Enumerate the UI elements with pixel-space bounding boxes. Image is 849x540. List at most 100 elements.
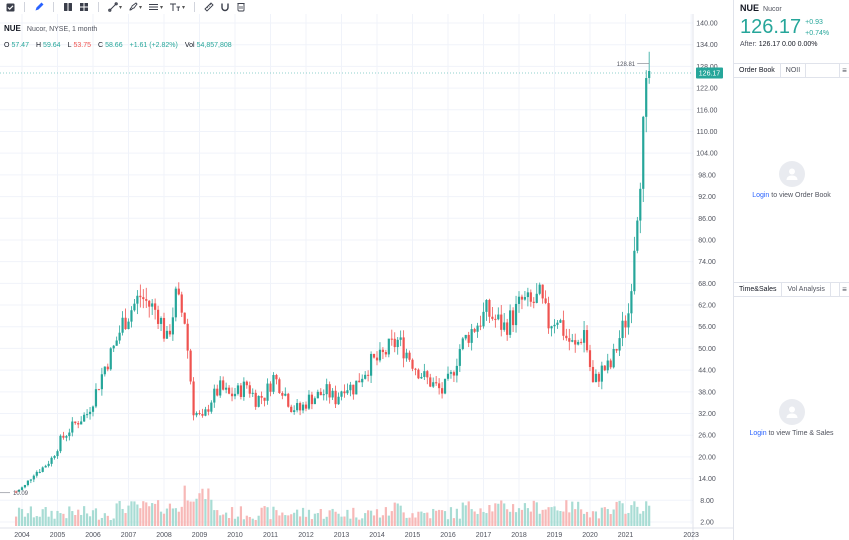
candle-body: [633, 250, 636, 292]
legend-high-label: H: [35, 42, 42, 49]
candle-body: [269, 383, 272, 392]
toolbar-divider: [194, 2, 196, 12]
legend-close-value: 58.66: [105, 42, 123, 49]
magnet-icon[interactable]: [218, 0, 232, 14]
candle-body: [154, 303, 157, 310]
time-tick-label: 2016: [440, 532, 456, 539]
candle-body: [156, 309, 160, 324]
volume-bar: [310, 519, 314, 526]
text-tool-icon[interactable]: ▾: [167, 0, 187, 14]
candle-body: [23, 485, 27, 488]
volume-bar: [328, 510, 331, 526]
volume-bar: [171, 508, 174, 526]
trend-line-tool-icon[interactable]: ▾: [106, 0, 124, 14]
legend-volume-value: 54,857,808: [196, 42, 232, 49]
volume-bar: [550, 507, 553, 526]
candle-body: [435, 382, 438, 384]
trash-icon[interactable]: [234, 0, 248, 14]
price-tick-label: 20.00: [698, 454, 716, 461]
volume-bar: [500, 500, 503, 526]
candle-body: [455, 365, 458, 376]
lines-tool-icon[interactable]: ▾: [146, 0, 165, 14]
volume-bar: [375, 509, 379, 526]
orderbook-tabs: Order Book NOII ≡: [734, 63, 849, 78]
candle-body: [301, 404, 305, 411]
legend-description: Nucor, NYSE, 1 month: [26, 26, 98, 33]
candle-body: [532, 301, 535, 303]
volume-bar: [183, 485, 186, 526]
candle-body: [219, 380, 222, 396]
candle-body: [606, 360, 609, 371]
candle-body: [32, 475, 35, 480]
candle-body: [127, 321, 130, 330]
candle-body: [94, 389, 98, 407]
volume-bar: [429, 518, 432, 526]
time-tick-label: 2013: [334, 532, 350, 539]
candle-body: [346, 390, 349, 394]
candle-body: [408, 352, 411, 360]
volume-bar: [452, 518, 456, 526]
candle-body: [426, 371, 429, 378]
candle-body: [20, 487, 24, 490]
volume-bar: [355, 517, 358, 526]
layout-grid-icon[interactable]: [77, 0, 91, 14]
volume-bar: [112, 518, 115, 526]
pencil-tool-icon[interactable]: [32, 0, 46, 14]
volume-bar: [381, 515, 385, 526]
price-tick-label: 14.00: [698, 476, 716, 483]
volume-bar: [207, 488, 210, 526]
volume-bar: [133, 501, 136, 526]
tab-time-sales[interactable]: Time&Sales: [734, 283, 783, 296]
volume-bar: [62, 513, 65, 526]
volume-bar: [399, 505, 402, 526]
volume-bar: [473, 511, 476, 526]
ruler-icon[interactable]: [202, 0, 216, 14]
tab-order-book[interactable]: Order Book: [734, 64, 781, 77]
volume-bar: [494, 503, 497, 526]
volume-bar: [97, 519, 101, 526]
candle-body: [352, 384, 355, 395]
candle-body: [77, 423, 80, 425]
volume-bar: [151, 503, 154, 526]
time-tick-label: 2023: [683, 532, 699, 539]
volume-bar: [251, 518, 254, 526]
volume-bar: [293, 512, 296, 526]
time-sales-login-link[interactable]: Login: [749, 430, 767, 437]
volume-bar: [20, 509, 24, 526]
candle-body: [227, 387, 231, 394]
candle-body: [213, 388, 216, 403]
tab-noii[interactable]: NOII: [781, 64, 807, 77]
volume-bar: [106, 515, 109, 526]
order-book-login-link[interactable]: Login: [752, 192, 770, 199]
volume-bar: [405, 517, 408, 526]
templates-icon[interactable]: [61, 0, 75, 14]
candle-body: [272, 374, 275, 392]
volume-bar: [361, 518, 364, 526]
volume-bar: [509, 511, 512, 526]
candle-body: [364, 374, 367, 379]
volume-bar: [597, 518, 600, 526]
volume-bar: [145, 502, 148, 526]
tab-vol-analysis[interactable]: Vol Analysis: [782, 283, 831, 296]
volume-bar: [571, 501, 574, 526]
candle-body: [91, 406, 95, 412]
candle-body: [550, 326, 553, 329]
price-chart[interactable]: 128.81 10.09 140.00 134.00 128.00 122.00 116.0…: [0, 14, 733, 540]
checkbox-tool-icon[interactable]: [3, 0, 17, 14]
candle-body: [399, 337, 402, 340]
volume-bar: [443, 511, 447, 526]
candle-body: [503, 322, 506, 330]
candle-body: [485, 299, 488, 312]
brush-tool-icon[interactable]: ▾: [126, 0, 144, 14]
menu-icon[interactable]: ≡: [839, 283, 849, 296]
candle-body: [53, 456, 56, 458]
volume-bar: [53, 518, 56, 526]
quote-symbol[interactable]: NUE: [740, 3, 760, 13]
menu-icon[interactable]: ≡: [839, 64, 849, 77]
candle-body: [467, 334, 470, 343]
candle-body: [574, 340, 577, 345]
volume-bar: [254, 519, 257, 526]
volume-bar: [485, 513, 488, 526]
candle-body: [639, 188, 642, 221]
volume-bar: [301, 507, 305, 526]
